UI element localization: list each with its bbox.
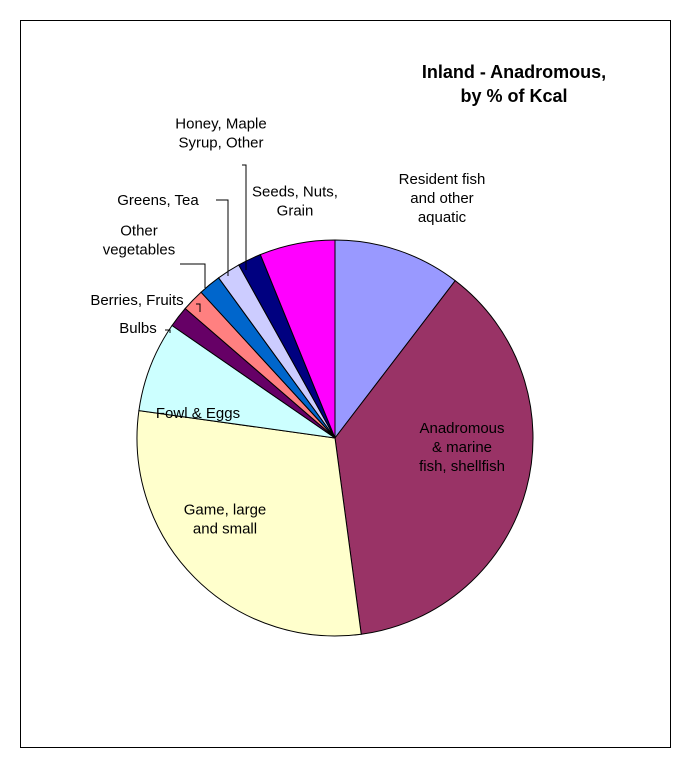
leader-lines <box>165 164 247 333</box>
slice-label-line: Greens, Tea <box>117 192 199 209</box>
slice-label-line: Game, large <box>184 502 267 519</box>
slice-label-line: Grain <box>277 203 314 220</box>
pie-slice-0 <box>334 239 456 440</box>
slice-label-line: vegetables <box>103 242 176 259</box>
slice-label-line: Honey, Maple <box>175 116 266 133</box>
slice-label-9: Seeds, Nuts, Grain <box>252 184 338 220</box>
leader-line-8 <box>242 164 247 270</box>
slice-label-6: Other vegetables <box>103 223 176 259</box>
slice-label-3: Fowl & Eggs <box>156 405 240 422</box>
chart-title-line-2: by % of Kcal <box>460 86 567 106</box>
leader-line-7 <box>216 199 229 276</box>
slice-label-line: Fowl & Eggs <box>156 405 240 422</box>
slice-label-line: Berries, Fruits <box>90 292 183 309</box>
slice-label-5: Berries, Fruits <box>90 292 183 309</box>
slice-label-line: Bulbs <box>119 320 157 337</box>
leader-line-5 <box>196 303 201 312</box>
slice-label-line: & marine <box>432 439 492 456</box>
slice-label-line: Syrup, Other <box>178 135 263 152</box>
pie-slice-9 <box>259 239 336 439</box>
slice-label-line: Other <box>120 223 158 240</box>
pie-slices <box>136 239 534 637</box>
chart-title-line-1: Inland - Anadromous, <box>422 62 606 82</box>
slice-label-0: Resident fish and other aquatic <box>399 171 486 226</box>
slice-label-7: Greens, Tea <box>117 192 199 209</box>
slice-label-line: Seeds, Nuts, <box>252 184 338 201</box>
slice-label-4: Bulbs <box>119 320 157 337</box>
leader-line-4 <box>165 329 171 333</box>
slice-label-8: Honey, Maple Syrup, Other <box>175 116 266 152</box>
pie-slice-2 <box>136 410 362 637</box>
slice-label-1: Anadromous & marine fish, shellfish <box>419 420 505 475</box>
slice-label-line: Resident fish <box>399 171 486 188</box>
slice-label-line: fish, shellfish <box>419 458 505 475</box>
slice-label-line: Anadromous <box>419 420 504 437</box>
slice-labels: Resident fish and other aquatic Anadromous &… <box>90 116 505 538</box>
slice-label-2: Game, large and small <box>184 502 267 538</box>
slice-label-line: and small <box>193 521 257 538</box>
slice-label-line: and other <box>410 190 473 207</box>
leader-line-6 <box>180 263 206 288</box>
pie-slice-1 <box>334 279 534 635</box>
slice-label-line: aquatic <box>418 209 467 226</box>
